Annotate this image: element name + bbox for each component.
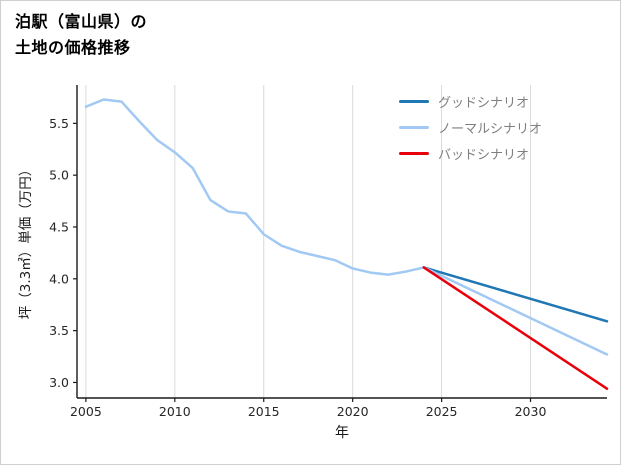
y-axis-label: 坪（3.3㎡）単価（万円）	[18, 162, 34, 320]
x-axis-label: 年	[335, 425, 349, 441]
svg-text:5.5: 5.5	[49, 116, 69, 131]
svg-text:2025: 2025	[426, 404, 458, 419]
svg-text:5.0: 5.0	[49, 168, 69, 183]
svg-text:4.0: 4.0	[49, 271, 69, 286]
legend-item-normal-scenario: ノーマルシナリオ	[399, 119, 543, 137]
chart-title: 泊駅（富山県）の 土地の価格推移	[15, 9, 147, 62]
svg-text:2030: 2030	[515, 404, 547, 419]
chart-title-line2: 土地の価格推移	[15, 38, 131, 58]
legend-label-bad: バッドシナリオ	[438, 148, 530, 163]
svg-text:2020: 2020	[337, 404, 369, 419]
legend-item-bad-scenario: バッドシナリオ	[399, 145, 542, 163]
svg-text:2015: 2015	[248, 404, 280, 419]
chart-legend: グッドシナリオ ノーマルシナリオ バッドシナリオ	[399, 93, 542, 171]
chart-title-line1: 泊駅（富山県）の	[15, 12, 148, 31]
svg-text:3.5: 3.5	[49, 323, 69, 338]
svg-text:2010: 2010	[159, 404, 191, 419]
legend-item-good-scenario: グッドシナリオ	[399, 93, 542, 111]
legend-label-good: グッドシナリオ	[438, 96, 530, 111]
svg-text:2005: 2005	[70, 404, 102, 419]
legend-label-normal: ノーマルシナリオ	[438, 122, 543, 137]
svg-text:4.5: 4.5	[49, 219, 69, 234]
legend-line-bad-icon	[399, 151, 429, 156]
legend-line-normal-icon	[399, 125, 429, 130]
legend-line-good-icon	[399, 99, 429, 104]
svg-text:3.0: 3.0	[49, 375, 69, 390]
